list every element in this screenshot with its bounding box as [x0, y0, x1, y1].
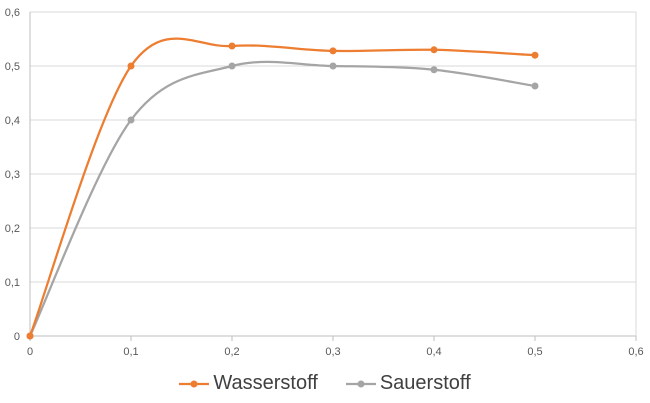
- series-line-sauerstoff: [28, 60, 536, 337]
- data-point-sauerstoff: [127, 116, 135, 124]
- y-tick-label: 0,4: [5, 115, 20, 127]
- x-tick-label: 0,4: [426, 346, 441, 358]
- data-point-wasserstoff: [329, 47, 337, 55]
- y-tick-label: 0,5: [5, 61, 20, 73]
- legend-item-sauerstoff: Sauerstoff: [345, 372, 471, 395]
- data-point-wasserstoff: [531, 51, 539, 59]
- x-tick-label: 0,2: [224, 346, 239, 358]
- data-point-wasserstoff: [127, 62, 135, 70]
- data-point-sauerstoff: [228, 62, 236, 70]
- legend-marker-wasserstoff: [179, 380, 210, 387]
- legend-label-wasserstoff: Wasserstoff: [213, 372, 318, 394]
- legend: Wasserstoff Sauerstoff: [0, 372, 650, 395]
- legend-marker-sauerstoff: [345, 380, 376, 387]
- data-point-sauerstoff: [430, 66, 438, 74]
- y-tick-label: 0,6: [5, 7, 20, 19]
- data-point-sauerstoff: [329, 62, 337, 70]
- x-tick-label: 0,1: [123, 346, 138, 358]
- legend-item-wasserstoff: Wasserstoff: [179, 372, 318, 395]
- legend-label-sauerstoff: Sauerstoff: [379, 372, 471, 394]
- y-tick-label: 0,1: [5, 277, 20, 289]
- y-tick-label: 0,2: [5, 223, 20, 235]
- x-tick-label: 0,3: [325, 346, 340, 358]
- data-point-wasserstoff: [26, 332, 34, 340]
- x-tick-label: 0,5: [527, 346, 542, 358]
- data-point-wasserstoff: [430, 46, 438, 54]
- y-tick-label: 0,3: [5, 169, 20, 181]
- x-tick-label: 0: [27, 346, 33, 358]
- series-line-wasserstoff: [28, 37, 536, 337]
- y-tick-label: 0: [14, 331, 20, 343]
- data-point-sauerstoff: [531, 82, 539, 90]
- x-tick-label: 0,6: [628, 346, 643, 358]
- data-point-wasserstoff: [228, 42, 236, 50]
